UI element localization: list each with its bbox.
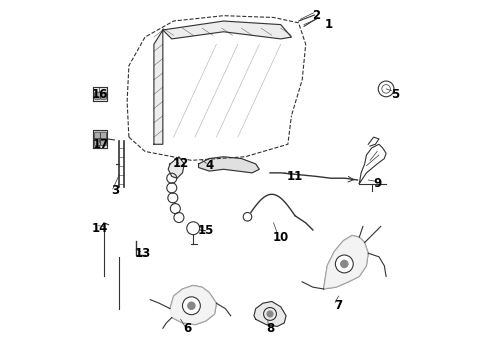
Text: 9: 9 [373,177,381,190]
Text: 5: 5 [391,88,399,101]
Circle shape [341,260,348,267]
Circle shape [243,212,252,221]
Polygon shape [93,87,107,102]
Circle shape [335,255,353,273]
Text: 12: 12 [172,157,189,170]
Text: 3: 3 [112,184,120,197]
Text: 17: 17 [92,138,108,151]
Polygon shape [198,157,259,173]
Text: 13: 13 [135,247,151,260]
Polygon shape [163,21,292,39]
Text: 1: 1 [325,18,333,31]
Polygon shape [323,235,368,289]
Text: 4: 4 [205,159,214,172]
Polygon shape [168,157,184,178]
FancyBboxPatch shape [95,132,100,139]
Text: 14: 14 [92,222,108,235]
Text: 8: 8 [266,322,274,335]
Text: 16: 16 [92,88,108,101]
Text: 6: 6 [184,322,192,335]
FancyBboxPatch shape [95,138,100,146]
Circle shape [267,311,273,317]
Circle shape [378,81,394,97]
FancyBboxPatch shape [100,132,106,139]
Text: 2: 2 [313,9,320,22]
Polygon shape [170,285,217,325]
Circle shape [188,302,195,309]
Text: 10: 10 [272,231,289,244]
Text: 15: 15 [197,224,214,237]
Polygon shape [154,30,163,144]
Text: 7: 7 [334,298,342,311]
FancyBboxPatch shape [100,92,106,99]
Circle shape [182,297,200,315]
Polygon shape [93,130,107,148]
FancyBboxPatch shape [95,92,100,99]
Text: 11: 11 [287,170,303,183]
FancyBboxPatch shape [100,138,106,146]
Polygon shape [254,301,286,327]
